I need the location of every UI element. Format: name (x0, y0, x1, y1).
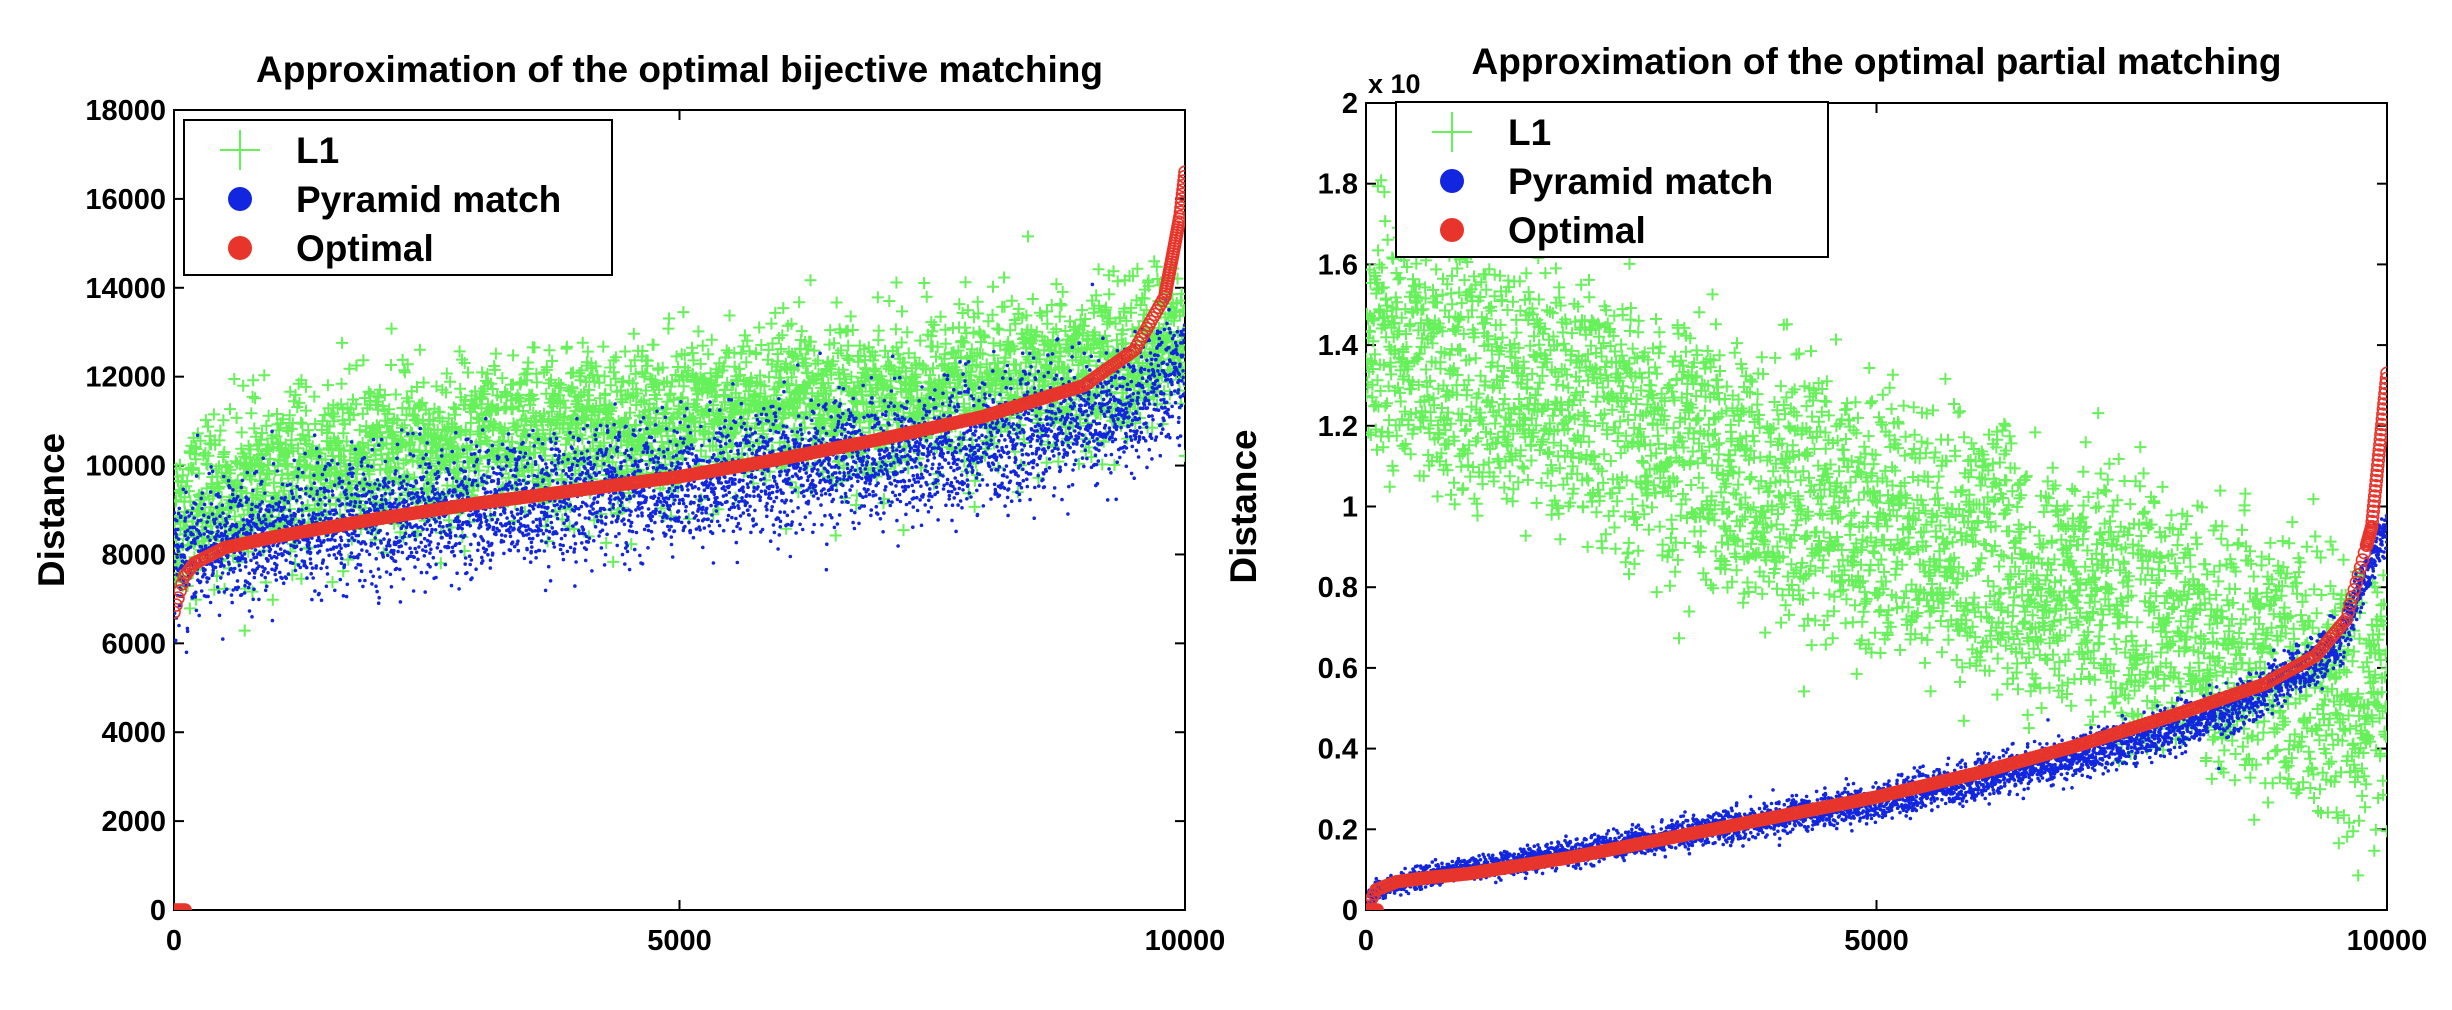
x-tick-label: 5000 (647, 925, 712, 957)
legend-label: L1 (1508, 112, 1551, 153)
x-tick-label: 0 (1358, 925, 1374, 957)
y-tick-label: 18000 (85, 95, 166, 127)
series-l1 (1360, 174, 2393, 881)
y-tick-label: 1.4 (1318, 330, 1358, 362)
legend-pyramid-marker (228, 187, 252, 211)
data-layer (168, 166, 1191, 916)
y-tick-label: 14000 (85, 273, 166, 305)
y-tick-label: 1.2 (1318, 411, 1358, 443)
y-multiplier: x 10 (1368, 69, 1421, 99)
y-tick-label: 10000 (85, 451, 166, 483)
legend-label: Optimal (296, 228, 434, 269)
y-tick-label: 0 (150, 895, 166, 927)
y-tick-label: 1 (1342, 492, 1358, 524)
legend: L1 Pyramid match Optimal (1396, 102, 1828, 257)
y-tick-label: 2 (1342, 88, 1358, 120)
y-tick-label: 0 (1342, 895, 1358, 927)
y-tick-label: 16000 (85, 184, 166, 216)
partial-matching-plot: Approximation of the optimal partial mat… (1223, 41, 2427, 957)
legend-optimal-marker (228, 236, 252, 260)
legend-pyramid-marker (1440, 169, 1464, 193)
y-tick-label: 2000 (101, 806, 166, 838)
y-axis-label: Distance (1223, 429, 1264, 583)
legend-optimal-marker (1440, 218, 1464, 242)
legend-label: Pyramid match (296, 179, 561, 220)
y-tick-label: 12000 (85, 362, 166, 394)
legend-label: Pyramid match (1508, 161, 1773, 202)
y-tick-label: 0.4 (1318, 734, 1358, 766)
x-tick-label: 0 (166, 925, 182, 957)
y-tick-label: 6000 (101, 628, 166, 660)
y-tick-label: 1.8 (1318, 169, 1358, 201)
y-tick-label: 1.6 (1318, 249, 1358, 281)
y-tick-label: 0.2 (1318, 814, 1358, 846)
chart-title: Approximation of the optimal partial mat… (1472, 41, 2282, 82)
y-tick-label: 8000 (101, 539, 166, 571)
data-layer (1360, 174, 2393, 916)
chart-title: Approximation of the optimal bijective m… (256, 49, 1103, 90)
y-tick-label: 4000 (101, 717, 166, 749)
y-tick-label: 0.8 (1318, 572, 1358, 604)
x-tick-label: 5000 (1844, 925, 1909, 957)
bijective-matching-plot: Approximation of the optimal bijective m… (31, 49, 1225, 957)
x-tick-label: 10000 (1145, 925, 1226, 957)
y-axis-label: Distance (31, 433, 72, 587)
legend: L1 Pyramid match Optimal (184, 120, 612, 275)
x-tick-label: 10000 (2347, 925, 2428, 957)
l1-point (168, 230, 1191, 636)
legend-label: L1 (296, 130, 339, 171)
l1-point (1360, 174, 2393, 881)
legend-label: Optimal (1508, 210, 1646, 251)
y-tick-label: 0.6 (1318, 653, 1358, 685)
series-l1 (168, 230, 1191, 636)
